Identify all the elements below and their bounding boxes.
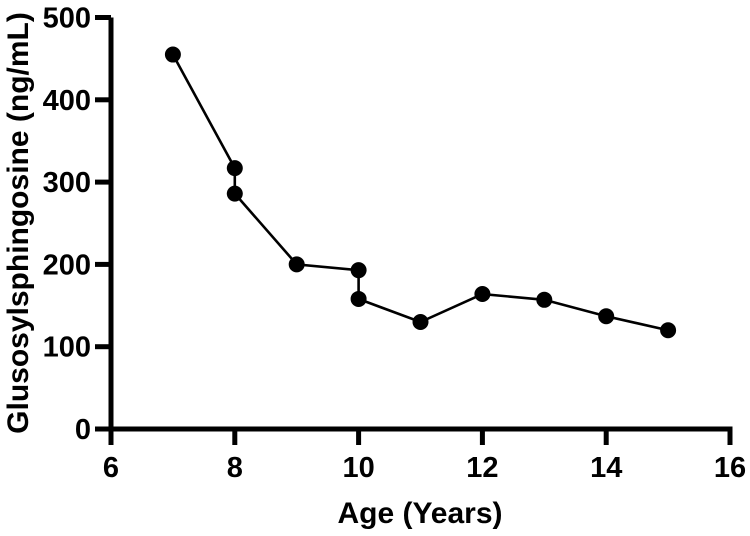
data-point [474,286,491,303]
x-tick-label: 10 [342,452,374,484]
data-point [536,291,553,308]
x-tick-label: 16 [714,452,746,484]
data-point [226,160,243,177]
y-tick-label: 100 [43,332,91,364]
y-tick-label: 500 [43,3,91,35]
x-tick-label: 14 [590,452,622,484]
data-point [164,46,181,63]
y-tick-label: 400 [43,85,91,117]
x-axis-title: Age (Years) [337,497,502,530]
data-point [350,290,367,307]
y-axis-title: Glusosylsphingosine (ng/mL) [2,12,35,434]
x-tick-label: 6 [103,452,119,484]
series-line [171,53,669,332]
data-point [598,308,615,325]
x-tick-label: 8 [227,452,243,484]
data-point [350,262,367,279]
x-tick-label: 12 [466,452,498,484]
data-point [288,256,305,273]
chart-generated-layer: 0 100 200 300 400 500 6 8 10 12 14 16 [43,3,747,485]
data-point [226,185,243,202]
y-tick-label: 0 [75,414,91,446]
y-tick-label: 200 [43,249,91,281]
y-tick-label: 300 [43,167,91,199]
data-point [412,314,429,331]
data-point [660,322,677,339]
